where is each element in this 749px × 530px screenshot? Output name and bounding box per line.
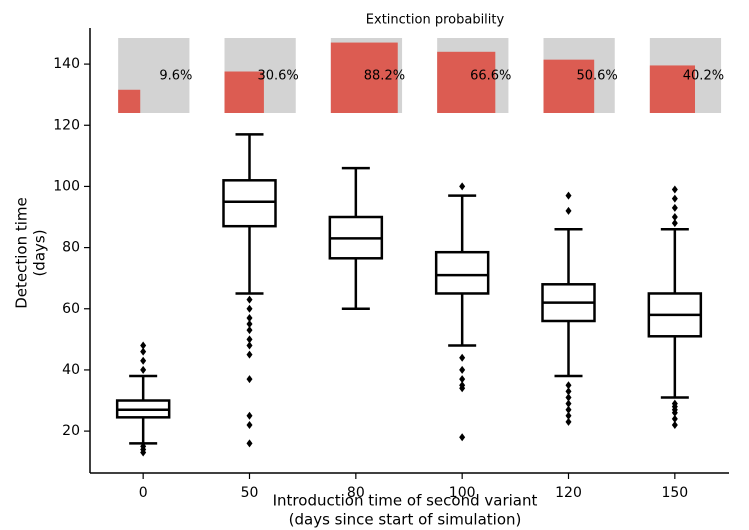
outlier xyxy=(671,203,678,212)
inset-value-label: 30.6% xyxy=(257,69,298,84)
outlier xyxy=(459,384,466,393)
inset-bar xyxy=(224,71,264,113)
x-tick-label: 0 xyxy=(139,485,148,501)
outlier xyxy=(246,335,253,344)
outlier xyxy=(140,365,147,374)
outlier xyxy=(565,417,572,426)
x-tick-label: 50 xyxy=(241,485,259,501)
outlier xyxy=(565,411,572,420)
outlier xyxy=(671,194,678,203)
outlier xyxy=(565,387,572,396)
inset-bar xyxy=(330,42,398,113)
outlier xyxy=(565,381,572,390)
outlier xyxy=(565,206,572,215)
inset-bar xyxy=(437,51,496,113)
outlier xyxy=(246,313,253,322)
y-tick-label: 80 xyxy=(62,240,80,256)
inset-value-label: 88.2% xyxy=(364,69,405,84)
y-tick-label: 40 xyxy=(62,362,80,378)
outlier xyxy=(246,420,253,429)
outlier xyxy=(565,393,572,402)
outlier xyxy=(459,433,466,442)
outlier xyxy=(246,326,253,335)
outlier xyxy=(246,320,253,329)
outlier xyxy=(140,341,147,350)
outlier xyxy=(459,353,466,362)
outlier xyxy=(246,350,253,359)
outlier xyxy=(246,295,253,304)
x-tick-label: 100 xyxy=(449,485,476,501)
outlier xyxy=(565,399,572,408)
outlier xyxy=(246,341,253,350)
x-tick-label: 150 xyxy=(661,485,688,501)
outlier xyxy=(459,182,466,191)
outlier xyxy=(671,219,678,228)
outlier xyxy=(140,347,147,356)
outlier xyxy=(246,439,253,448)
y-tick-label: 60 xyxy=(62,301,80,317)
y-axis-label: Detection time xyxy=(13,197,31,309)
y-tick-label: 140 xyxy=(53,56,80,72)
outlier xyxy=(671,185,678,194)
outlier xyxy=(671,414,678,423)
inset-title: Extinction probability xyxy=(366,13,505,28)
outlier xyxy=(459,375,466,384)
x-axis-label: Introduction time of second variant xyxy=(273,492,538,510)
outlier xyxy=(140,356,147,365)
box xyxy=(434,250,490,295)
inset-value-label: 40.2% xyxy=(683,69,724,84)
inset-value-label: 66.6% xyxy=(470,69,511,84)
outlier xyxy=(671,420,678,429)
outlier xyxy=(246,304,253,313)
box xyxy=(222,179,277,228)
x-tick-label: 120 xyxy=(555,485,582,501)
outlier xyxy=(671,213,678,222)
outlier xyxy=(565,405,572,414)
inset-bar xyxy=(543,59,595,113)
x-tick-label: 80 xyxy=(347,485,365,501)
y-axis-label: (days) xyxy=(31,229,49,276)
inset-bar xyxy=(649,65,696,113)
outlier xyxy=(140,442,147,451)
inset-value-label: 50.6% xyxy=(576,69,617,84)
y-tick-label: 20 xyxy=(62,423,80,439)
y-tick-label: 120 xyxy=(53,117,80,133)
outlier xyxy=(671,408,678,417)
x-axis-label: (days since start of simulation) xyxy=(289,511,522,529)
outlier xyxy=(459,365,466,374)
inset-bar xyxy=(118,89,141,113)
outlier xyxy=(246,411,253,420)
y-tick-label: 100 xyxy=(53,178,80,194)
inset-value-label: 9.6% xyxy=(159,69,192,84)
outlier xyxy=(565,191,572,200)
outlier xyxy=(246,375,253,384)
